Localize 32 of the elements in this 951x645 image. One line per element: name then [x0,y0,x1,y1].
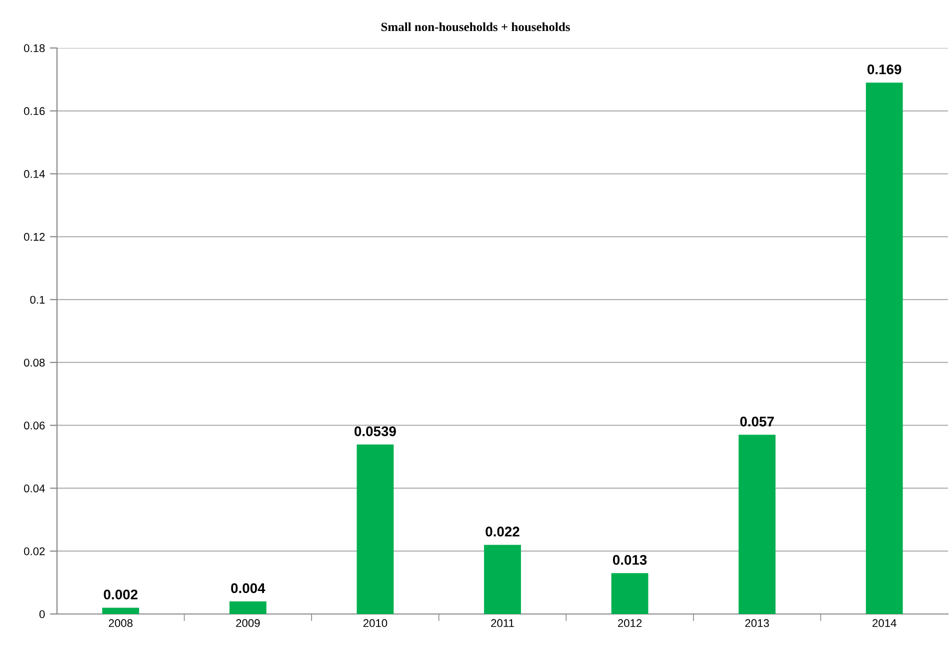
y-tick-label: 0 [39,610,45,618]
y-tick-label: 0.08 [24,358,45,367]
chart-title: Small non-households + households [381,22,570,32]
x-tick-label: 2013 [745,619,769,628]
data-label: 0.002 [104,590,138,600]
y-tick-label: 0.14 [24,170,45,178]
x-tick-label: 2011 [491,619,514,628]
data-label: 0.004 [231,583,266,594]
bar [738,434,776,614]
bar [102,608,140,614]
x-tick-label: 2010 [363,619,388,628]
x-tick-label: 2008 [108,619,133,628]
data-label: 0.169 [868,64,902,74]
y-tick-label: 0.16 [24,107,45,116]
bar [356,444,394,614]
data-label: 0.013 [612,554,647,565]
y-tick-label: 0.04 [24,484,45,492]
x-tick-label: 2009 [236,619,260,628]
y-tick-label: 0.02 [24,547,45,556]
y-tick-label: 0.1 [30,296,45,304]
bar [484,544,521,614]
bar [611,573,648,614]
data-label: 0.022 [486,526,520,537]
y-tick-label: 0.06 [24,422,45,430]
y-tick-label: 0.18 [24,44,45,52]
x-tick-label: 2012 [618,619,642,628]
data-label: 0.0539 [354,426,396,436]
y-tick-label: 0.12 [24,232,45,241]
data-label: 0.057 [740,416,774,426]
x-tick-label: 2014 [872,619,896,628]
bar [229,601,266,614]
bar [866,82,903,614]
